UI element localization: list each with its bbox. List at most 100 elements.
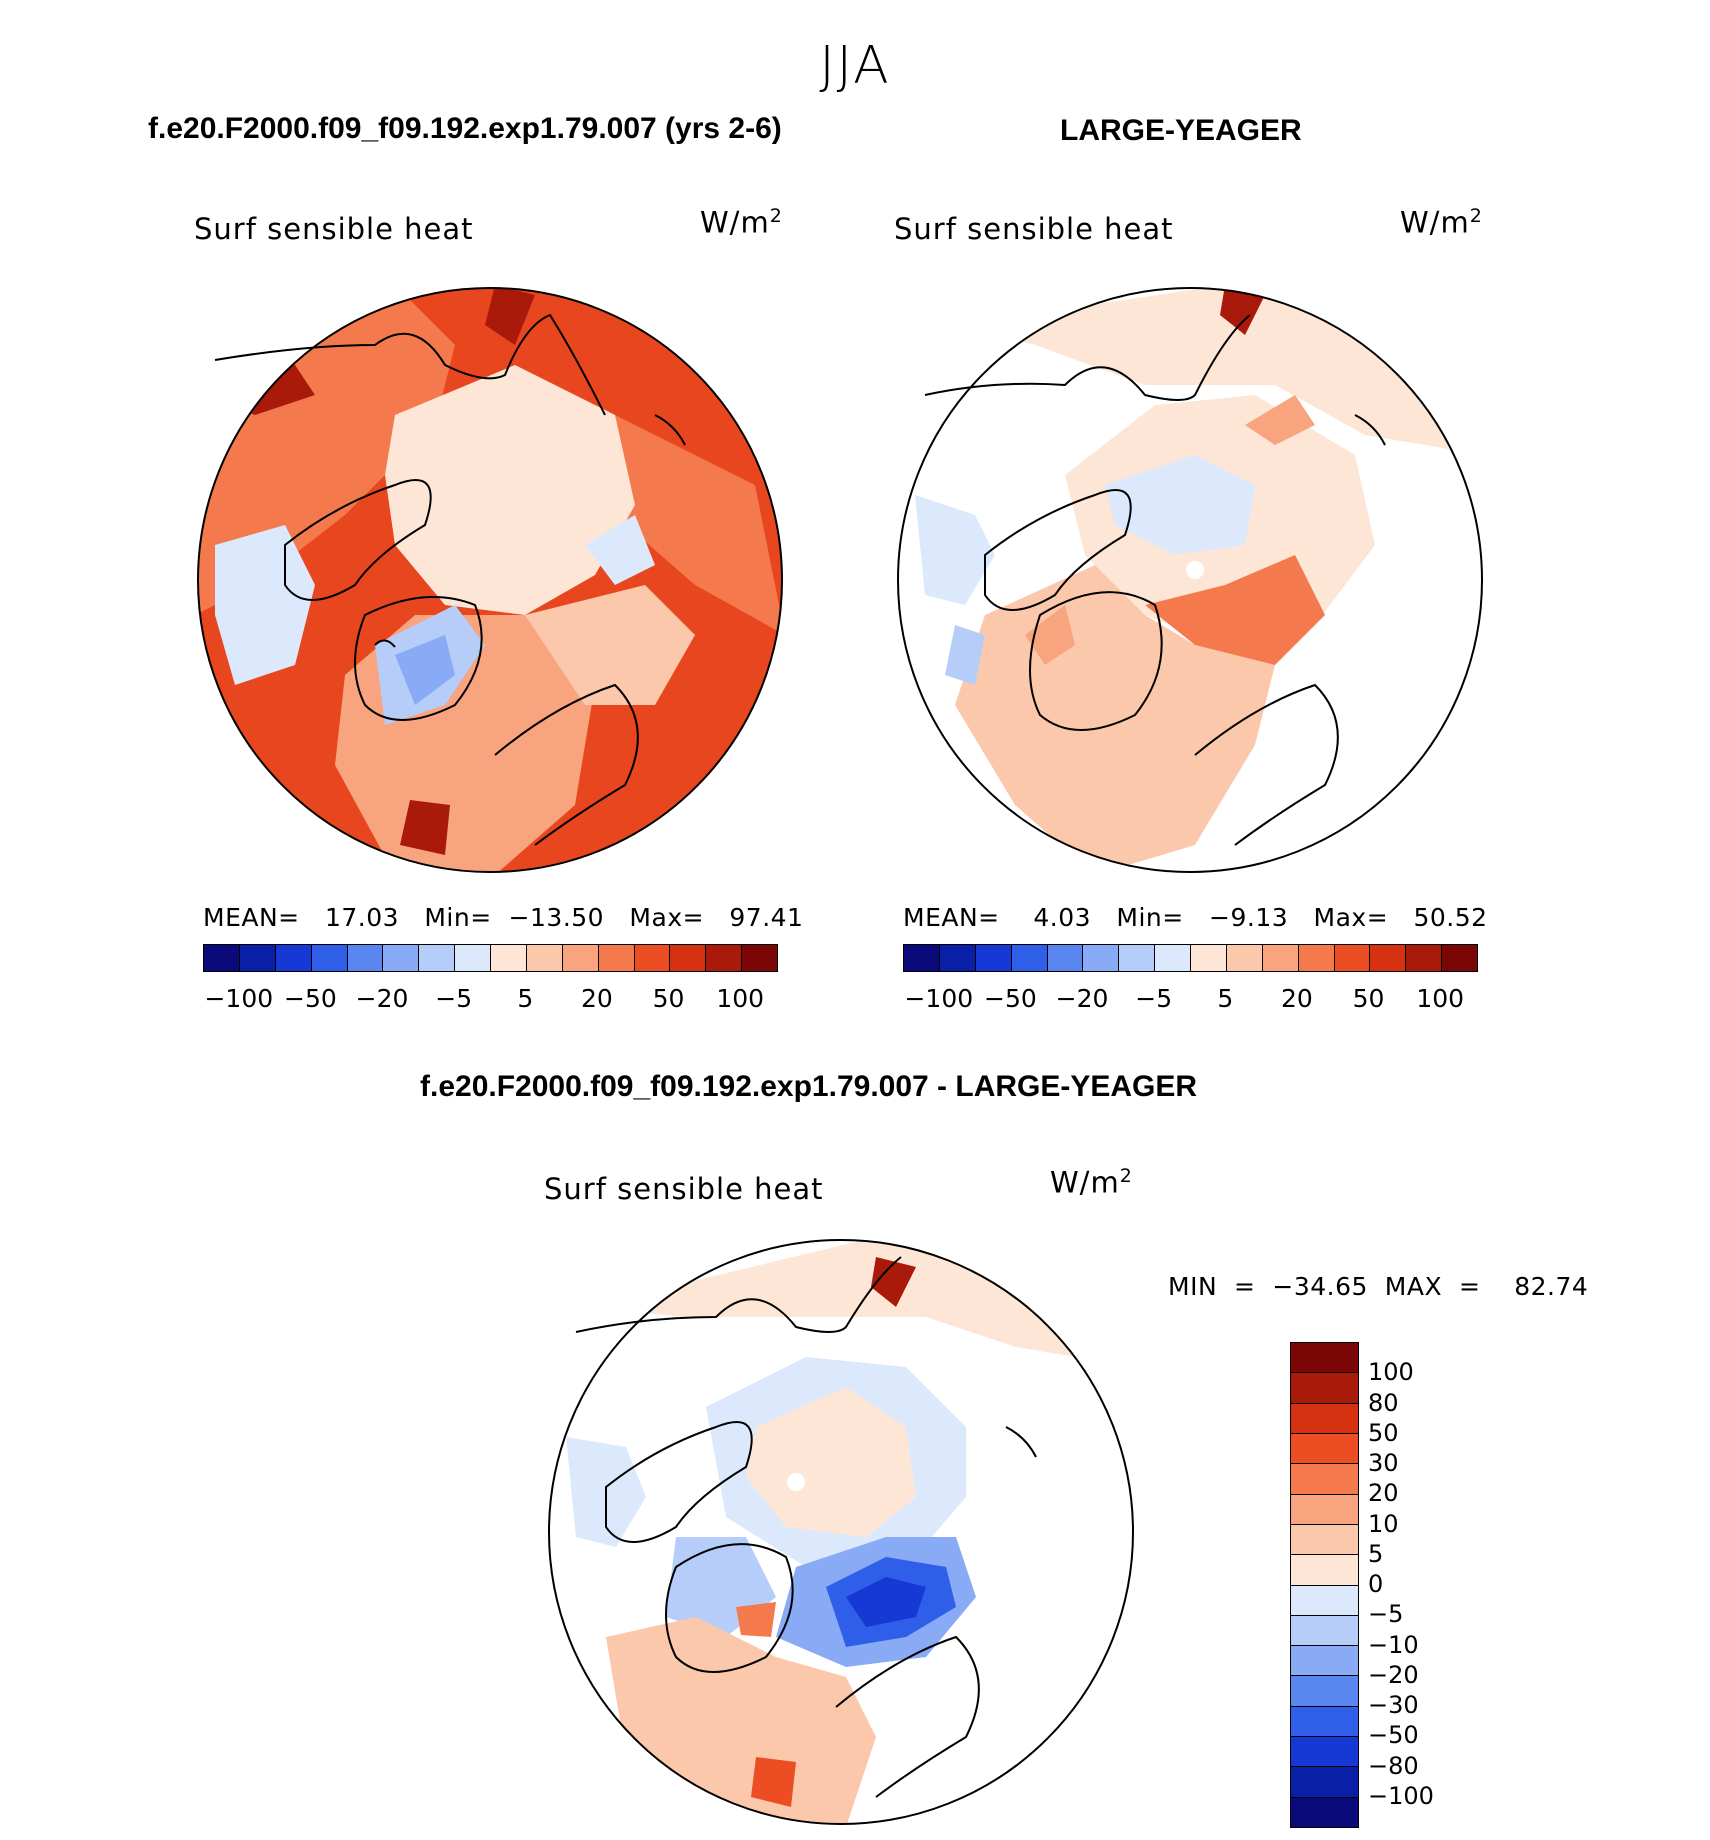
diff-panel-polar-map xyxy=(548,1239,1134,1825)
colorbar-swatch xyxy=(1291,1706,1358,1738)
map-region-light-warm xyxy=(525,585,695,705)
colorbar-tick-label: 10 xyxy=(1368,1509,1399,1538)
colorbar-swatch xyxy=(1291,1646,1358,1677)
panel-left-title: f.e20.F2000.f09_f09.192.exp1.79.007 (yrs… xyxy=(148,112,782,145)
colorbar-swatch xyxy=(1291,1797,1358,1827)
colorbar-swatch xyxy=(670,945,707,971)
panel-left-unit-label: W/m2 xyxy=(700,205,783,240)
colorbar-swatch xyxy=(347,945,384,971)
panel-left-variable-label: Surf sensible heat xyxy=(194,212,474,246)
coastline xyxy=(1354,414,1386,446)
coastline xyxy=(494,683,639,846)
colorbar-tick-label: 100 xyxy=(1416,984,1465,1013)
colorbar-tick-label: 20 xyxy=(581,984,613,1013)
colorbar-swatch xyxy=(1291,1403,1358,1434)
colorbar-swatch xyxy=(1291,1585,1358,1616)
colorbar-swatch xyxy=(562,945,599,971)
colorbar-tick-label: 100 xyxy=(1368,1358,1414,1387)
colorbar-swatch xyxy=(1291,1433,1358,1465)
colorbar-swatch xyxy=(383,945,420,971)
colorbar-swatch xyxy=(1291,1555,1358,1586)
map-region-cool xyxy=(395,635,455,705)
map-region-dark-red xyxy=(400,800,450,855)
colorbar-tick-label: 5 xyxy=(1368,1539,1384,1568)
colorbar-swatch xyxy=(598,945,635,971)
colorbar-swatch xyxy=(1291,1494,1358,1525)
colorbar-tick-label: −20 xyxy=(1055,984,1109,1013)
colorbar-tick-label: −100 xyxy=(1368,1781,1434,1810)
coastline xyxy=(1194,683,1339,846)
colorbar-swatch xyxy=(204,945,240,971)
map-region-warm xyxy=(751,1757,796,1807)
season-title: JJA xyxy=(819,36,891,96)
panel-left-colorbar-ticks: −100 −50 −20 −5 5 20 50 100 xyxy=(203,984,776,1014)
colorbar-swatch xyxy=(1298,945,1335,971)
diff-panel-colorbar-ticks: 100 80 50 30 20 10 5 0 −5 −10 −20 −30 −50 −80 −100 xyxy=(1368,1342,1448,1826)
panel-right-title: LARGE-YEAGER xyxy=(1060,114,1302,147)
map-region-warm xyxy=(736,1602,776,1637)
coastline xyxy=(654,414,686,446)
coastline xyxy=(575,1256,902,1333)
colorbar-swatch xyxy=(706,945,743,971)
colorbar-tick-label: 100 xyxy=(716,984,765,1013)
colorbar-swatch xyxy=(1262,945,1299,971)
colorbar-swatch xyxy=(939,945,976,971)
colorbar-swatch xyxy=(1370,945,1407,971)
colorbar-swatch xyxy=(1011,945,1048,971)
colorbar-tick-label: −50 xyxy=(284,984,337,1013)
colorbar-tick-label: −5 xyxy=(1135,984,1173,1013)
colorbar-tick-label: −10 xyxy=(1368,1630,1419,1659)
colorbar-swatch xyxy=(1291,1767,1358,1798)
colorbar-tick-label: −5 xyxy=(1368,1600,1404,1629)
pole-marker xyxy=(787,1473,805,1491)
map-region-light-cool xyxy=(945,625,985,685)
panel-left-colorbar xyxy=(203,944,778,972)
map-region-light-warm xyxy=(746,1387,916,1537)
colorbar-tick-label: −50 xyxy=(984,984,1037,1013)
map-region-light-cool xyxy=(915,495,995,605)
colorbar-tick-label: 5 xyxy=(1217,984,1234,1013)
pole-marker xyxy=(1186,561,1204,579)
panel-right-polar-map xyxy=(897,287,1483,873)
colorbar-tick-label: 30 xyxy=(1368,1449,1399,1477)
map-region-deep-cool xyxy=(846,1577,926,1627)
colorbar-tick-label: −80 xyxy=(1368,1751,1419,1780)
colorbar-swatch xyxy=(1406,945,1443,971)
colorbar-swatch xyxy=(1226,945,1263,971)
colorbar-tick-label: −20 xyxy=(355,984,409,1013)
colorbar-swatch xyxy=(419,945,456,971)
coastline xyxy=(214,313,606,416)
colorbar-tick-label: 0 xyxy=(1368,1570,1384,1598)
colorbar-swatch xyxy=(275,945,312,971)
colorbar-swatch xyxy=(239,945,276,971)
diff-panel-variable-label: Surf sensible heat xyxy=(544,1172,824,1206)
panel-right-colorbar-ticks: −100 −50 −20 −5 5 20 50 100 xyxy=(903,984,1476,1014)
colorbar-swatch xyxy=(1291,1737,1358,1768)
diff-panel-unit-label: W/m2 xyxy=(1050,1165,1133,1200)
map-region-light-cool xyxy=(585,515,655,585)
colorbar-tick-label: −30 xyxy=(1368,1691,1419,1719)
colorbar-swatch xyxy=(975,945,1012,971)
panel-right-colorbar xyxy=(903,944,1478,972)
colorbar-tick-label: 80 xyxy=(1368,1388,1399,1417)
map-region-light-warm xyxy=(385,365,635,615)
coastline xyxy=(284,479,432,601)
colorbar-swatch xyxy=(1291,1676,1358,1707)
panel-right-stats: MEAN= 4.03 Min= −9.13 Max= 50.52 xyxy=(903,903,1488,932)
colorbar-tick-label: 50 xyxy=(1368,1418,1399,1447)
colorbar-tick-label: 20 xyxy=(1281,984,1313,1013)
coastline xyxy=(354,596,483,721)
colorbar-swatch xyxy=(1291,1524,1358,1556)
colorbar-swatch xyxy=(742,945,777,971)
coastline xyxy=(835,1635,980,1798)
coastline xyxy=(374,639,396,648)
panel-right-unit-label: W/m2 xyxy=(1400,205,1483,240)
coastline xyxy=(1005,1426,1037,1458)
colorbar-tick-label: −5 xyxy=(435,984,473,1013)
colorbar-swatch xyxy=(1442,945,1477,971)
colorbar-swatch xyxy=(1155,945,1191,971)
map-region-warm xyxy=(1145,555,1325,665)
map-region-mild-warm xyxy=(1245,395,1315,445)
map-region-dark-red xyxy=(1220,288,1265,335)
colorbar-tick-label: −20 xyxy=(1368,1660,1419,1689)
